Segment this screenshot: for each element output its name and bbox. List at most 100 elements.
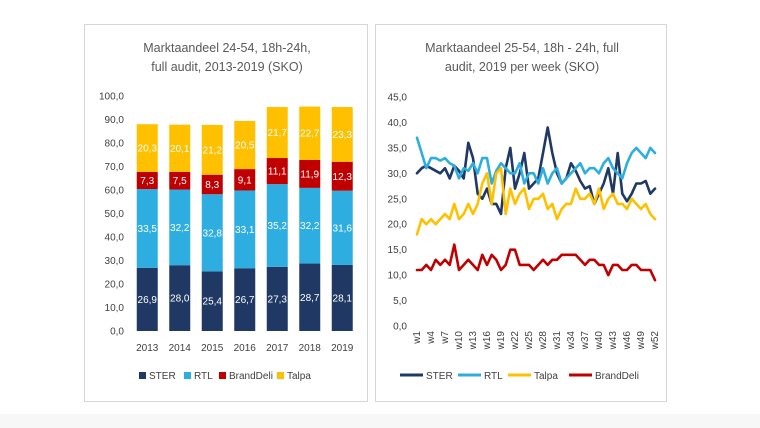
legend-swatch-talpa bbox=[277, 372, 284, 379]
line-x-tick-label: w43 bbox=[608, 331, 619, 351]
line-y-tick-label: 30,0 bbox=[388, 169, 408, 180]
legend-label-rtl: RTL bbox=[194, 371, 213, 382]
legend-label-branddeli: BrandDeli bbox=[229, 371, 273, 382]
bar-segment-branddeli bbox=[201, 174, 223, 195]
legend-label-rtl: RTL bbox=[484, 371, 503, 382]
bar-segment-ster bbox=[201, 271, 223, 331]
series-line-ster bbox=[415, 126, 657, 216]
bar-segment-rtl bbox=[136, 189, 158, 268]
bar-segment-rtl bbox=[234, 190, 256, 269]
stacked-bar-chart-panel: Marktaandeel 24-54, 18h-24h, full audit,… bbox=[84, 24, 368, 402]
bar-y-tick-label: 0,0 bbox=[110, 327, 124, 338]
line-x-tick-label: w19 bbox=[496, 331, 507, 351]
line-x-tick-label: w7 bbox=[440, 331, 451, 345]
bar-x-tick-label: 2014 bbox=[169, 343, 192, 354]
weekly-line-chart-panel: Marktaandeel 25-54, 18h - 24h, full audi… bbox=[375, 24, 667, 402]
bar-segment-value-label: 28,0 bbox=[170, 294, 190, 305]
bar-segment-ster bbox=[331, 264, 353, 331]
bar-segment-value-label: 20,1 bbox=[170, 144, 190, 155]
line-x-tick-label: w16 bbox=[482, 331, 493, 351]
bar-segment-talpa bbox=[169, 124, 191, 172]
bar-segment-branddeli bbox=[266, 158, 288, 185]
bar-y-tick-label: 80,0 bbox=[105, 139, 125, 150]
bar-x-tick-label: 2018 bbox=[299, 343, 322, 354]
line-chart-title-line-2: audit, 2019 per week (SKO) bbox=[445, 60, 599, 74]
legend-label-talpa: Talpa bbox=[287, 371, 311, 382]
bar-segment-rtl bbox=[299, 187, 321, 264]
bar-y-tick-label: 40,0 bbox=[105, 233, 125, 244]
line-x-tick-label: w10 bbox=[454, 331, 465, 351]
line-x-tick-label: w28 bbox=[538, 331, 549, 351]
bar-x-tick-label: 2019 bbox=[331, 343, 354, 354]
bar-segment-talpa bbox=[299, 106, 321, 160]
line-x-tick-label: w1 bbox=[412, 331, 423, 345]
bar-segment-value-label: 31,6 bbox=[333, 223, 353, 234]
bar-segment-value-label: 11,9 bbox=[300, 169, 319, 180]
line-y-tick-label: 0,0 bbox=[393, 322, 407, 333]
line-x-tick-label: w22 bbox=[510, 331, 521, 351]
bar-segment-value-label: 7,3 bbox=[140, 176, 154, 187]
bar-segment-value-label: 33,1 bbox=[235, 225, 255, 236]
bar-segment-value-label: 25,4 bbox=[203, 297, 223, 308]
bar-segment-talpa bbox=[234, 120, 256, 170]
line-x-tick-label: w13 bbox=[468, 331, 479, 351]
series-line-talpa bbox=[415, 166, 657, 236]
bar-chart-title-line-1: Marktaandeel 24-54, 18h-24h, bbox=[143, 41, 310, 55]
bar-segment-value-label: 26,9 bbox=[138, 295, 158, 306]
bar-y-tick-label: 20,0 bbox=[105, 280, 125, 291]
bar-segment-value-label: 32,8 bbox=[203, 228, 223, 239]
bar-segment-ster bbox=[266, 266, 288, 331]
bar-segment-ster bbox=[136, 267, 158, 331]
line-x-tick-label: w25 bbox=[524, 331, 535, 351]
line-y-tick-label: 40,0 bbox=[388, 118, 408, 129]
bar-segment-branddeli bbox=[136, 171, 158, 190]
weekly-line-chart: Marktaandeel 25-54, 18h - 24h, full audi… bbox=[388, 41, 661, 382]
bar-segment-value-label: 32,2 bbox=[300, 221, 320, 232]
legend-swatch-branddeli bbox=[219, 372, 226, 379]
line-x-tick-label: w49 bbox=[636, 331, 647, 351]
bar-chart-title-line-2: full audit, 2013-2019 (SKO) bbox=[151, 60, 302, 74]
bar-segment-value-label: 20,3 bbox=[138, 144, 158, 155]
line-y-tick-label: 25,0 bbox=[388, 194, 408, 205]
line-x-tick-label: w46 bbox=[622, 331, 633, 351]
bar-segment-value-label: 27,3 bbox=[268, 294, 288, 305]
bar-segment-ster bbox=[299, 263, 321, 331]
bar-segment-value-label: 32,2 bbox=[170, 223, 190, 234]
line-y-tick-label: 5,0 bbox=[393, 296, 407, 307]
bar-segment-talpa bbox=[331, 107, 353, 162]
bar-segment-value-label: 26,7 bbox=[235, 295, 255, 306]
series-line-rtl bbox=[415, 136, 657, 185]
bar-y-tick-label: 100,0 bbox=[99, 92, 124, 103]
line-y-tick-label: 15,0 bbox=[388, 245, 408, 256]
series-line-branddeli bbox=[415, 243, 657, 282]
bar-y-tick-label: 30,0 bbox=[105, 256, 125, 267]
legend-swatch-ster bbox=[139, 372, 146, 379]
bar-segment-talpa bbox=[201, 124, 223, 175]
line-y-tick-label: 35,0 bbox=[388, 143, 408, 154]
bar-segment-talpa bbox=[136, 124, 158, 172]
bar-segment-talpa bbox=[266, 107, 288, 159]
bar-segment-value-label: 28,1 bbox=[333, 293, 353, 304]
bar-segment-branddeli bbox=[299, 159, 321, 188]
legend-swatch-rtl bbox=[184, 372, 191, 379]
line-y-tick-label: 20,0 bbox=[388, 220, 408, 231]
bottom-strip bbox=[0, 414, 760, 428]
bar-segment-value-label: 8,3 bbox=[205, 180, 219, 191]
bar-segment-value-label: 12,3 bbox=[333, 172, 353, 183]
bar-segment-value-label: 28,7 bbox=[300, 293, 320, 304]
bar-segment-rtl bbox=[266, 184, 288, 267]
legend-label-branddeli: BrandDeli bbox=[595, 371, 639, 382]
line-x-tick-label: w52 bbox=[650, 331, 661, 351]
bar-segment-branddeli bbox=[169, 171, 191, 190]
legend-label-ster: STER bbox=[426, 371, 453, 382]
bar-y-tick-label: 50,0 bbox=[105, 209, 125, 220]
line-x-tick-label: w31 bbox=[552, 331, 563, 351]
legend-label-ster: STER bbox=[149, 371, 176, 382]
bar-segment-ster bbox=[169, 265, 191, 331]
bar-segment-value-label: 22,7 bbox=[300, 129, 320, 140]
bar-segment-value-label: 21,7 bbox=[268, 128, 288, 139]
line-y-tick-label: 10,0 bbox=[388, 271, 408, 282]
bar-y-tick-label: 90,0 bbox=[105, 115, 125, 126]
bar-segment-rtl bbox=[169, 189, 191, 266]
